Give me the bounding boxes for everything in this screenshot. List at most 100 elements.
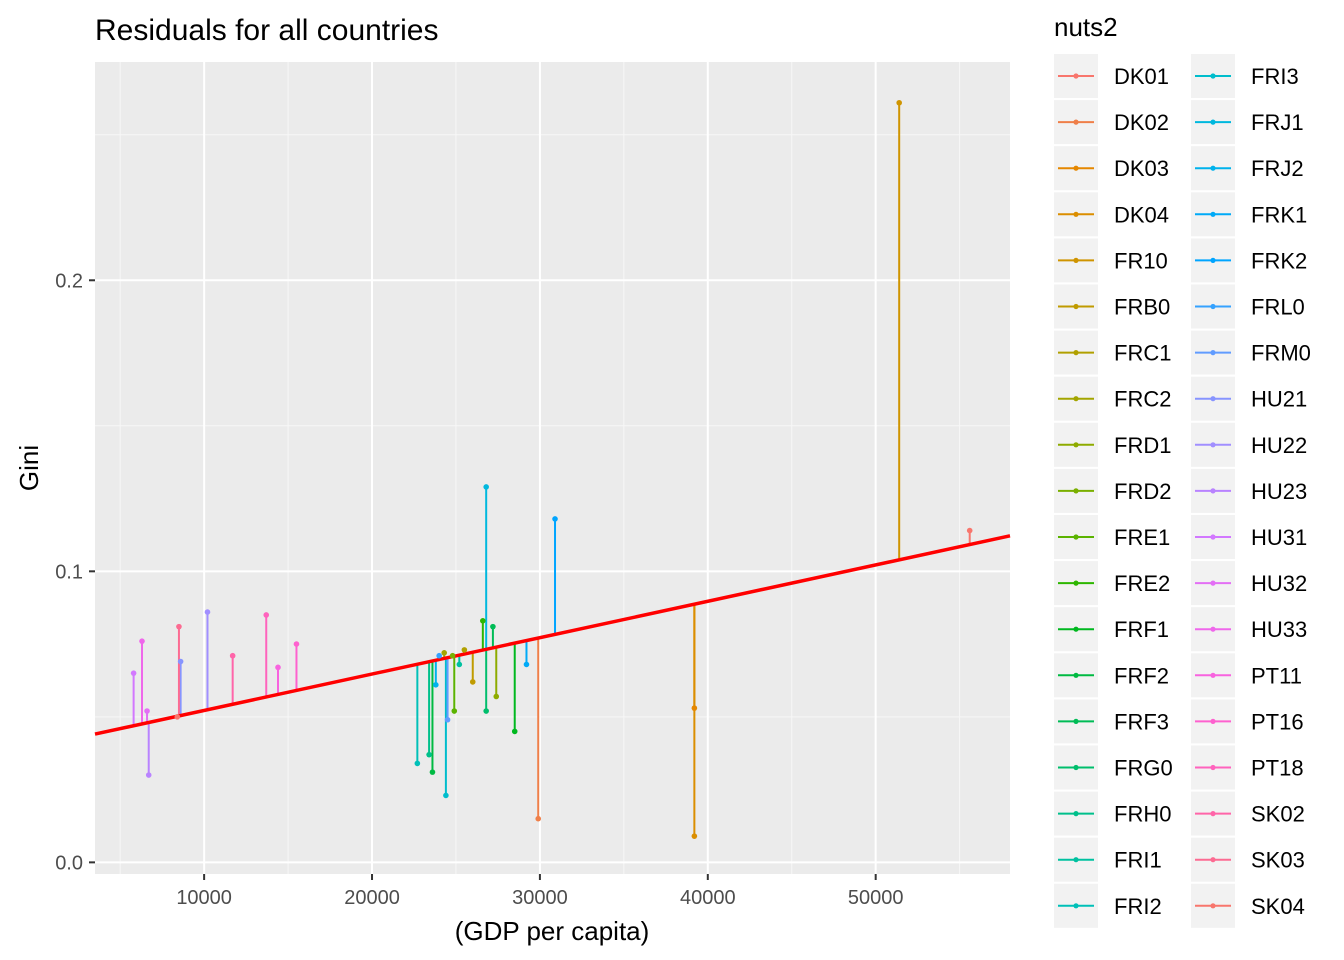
legend-label: HU22 [1251,433,1307,458]
legend-label: FRD1 [1114,433,1171,458]
data-point [414,760,421,767]
legend-item: SK04 [1191,883,1305,928]
legend-key-point [1210,672,1216,678]
legend-key-point [1210,73,1216,79]
data-point [229,652,236,659]
data-point [469,679,476,685]
x-tick-label: 20000 [344,887,400,909]
legend-key-point [1210,626,1216,632]
data-point [177,658,184,665]
legend-item: FRG0 [1054,745,1173,790]
legend-label: SK04 [1251,894,1305,919]
legend-key-point [1073,350,1079,356]
legend-item: PT16 [1191,699,1304,744]
legend-label: FRE2 [1114,571,1170,596]
legend-label: DK01 [1114,64,1169,89]
legend-item: FRK2 [1191,238,1307,283]
legend-key-point [1073,857,1079,863]
legend-key-point [1210,350,1216,356]
legend-label: HU32 [1251,571,1307,596]
data-point [456,661,463,668]
legend-item: HU31 [1191,515,1307,559]
legend-label: FRK1 [1251,202,1307,227]
legend-item: DK02 [1054,100,1169,145]
legend-key-point [1073,580,1079,586]
legend-key-point [1073,811,1079,817]
legend-label: HU21 [1251,387,1307,412]
data-point [441,650,448,656]
legend-item: FRE2 [1054,561,1170,606]
legend-key-point [1073,672,1079,678]
legend-key-point [1073,211,1079,217]
legend-label: FRK2 [1251,248,1307,273]
legend-key-point [1073,626,1079,632]
legend-item: HU22 [1191,422,1307,467]
legend-key-point [1073,396,1079,402]
legend-item: FRD2 [1054,468,1171,513]
legend-item: PT18 [1191,745,1304,790]
legend-label: SK02 [1251,802,1305,827]
legend-key-point [1073,442,1079,448]
legend-item: HU33 [1191,607,1307,652]
legend-label: HU31 [1251,525,1307,550]
data-point [426,751,432,758]
data-point [523,661,530,668]
legend-label: FRF3 [1114,709,1169,734]
legend: DK01 DK02 DK03 DK04 FR10 FRB0 FRC1 FRC2 FRD1 FRD2… [1054,54,1311,928]
data-point [966,527,973,534]
y-axis-title: Gini [14,445,44,491]
data-point [896,99,902,106]
data-point [483,708,489,714]
data-point [443,792,449,799]
data-point [144,708,150,714]
legend-label: FRG0 [1114,756,1173,781]
grid-major [95,62,1010,874]
legend-item: FRC1 [1054,330,1171,375]
legend-item: DK03 [1054,146,1169,191]
data-point [130,670,137,676]
legend-key-point [1210,488,1216,494]
data-point [433,682,439,688]
data-point [275,664,281,671]
data-point [429,769,436,775]
legend-key-point [1210,165,1216,171]
legend-item: FRJ2 [1191,146,1304,191]
legend-label: HU23 [1251,479,1307,504]
legend-item: FRF1 [1054,607,1169,652]
data-point [139,638,145,644]
legend-item: FRF3 [1054,699,1169,744]
regression-line [94,534,1011,736]
legend-label: PT18 [1251,756,1304,781]
legend-item: FRE1 [1054,515,1170,559]
data-points [130,99,973,839]
data-point [480,617,486,624]
legend-key-point [1210,903,1216,909]
grid-minor [95,62,1010,874]
x-axis: 10000 20000 30000 40000 50000 [176,874,904,909]
data-point [552,516,558,522]
legend-label: HU33 [1251,617,1307,642]
legend-label: FRI3 [1251,64,1299,89]
data-point [511,728,518,735]
legend-key-point [1073,718,1079,725]
data-point [691,833,698,839]
data-point [490,623,496,630]
data-point [176,623,182,630]
legend-item: FRI1 [1054,837,1162,882]
x-tick-label: 10000 [176,887,232,909]
legend-item: FRJ1 [1191,100,1304,145]
legend-item: FRF2 [1054,653,1169,698]
legend-key-point [1210,718,1216,725]
legend-key-point [1073,903,1079,909]
legend-label: FRJ2 [1251,156,1304,181]
legend-title: nuts2 [1054,12,1118,42]
legend-label: FRI1 [1114,848,1162,873]
data-point [451,708,458,714]
data-point [204,609,211,615]
legend-label: FRD2 [1114,479,1171,504]
legend-label: FRM0 [1251,341,1311,366]
legend-key-point [1210,257,1216,263]
y-tick-label: 0.2 [55,270,83,292]
legend-key-point [1073,764,1079,771]
